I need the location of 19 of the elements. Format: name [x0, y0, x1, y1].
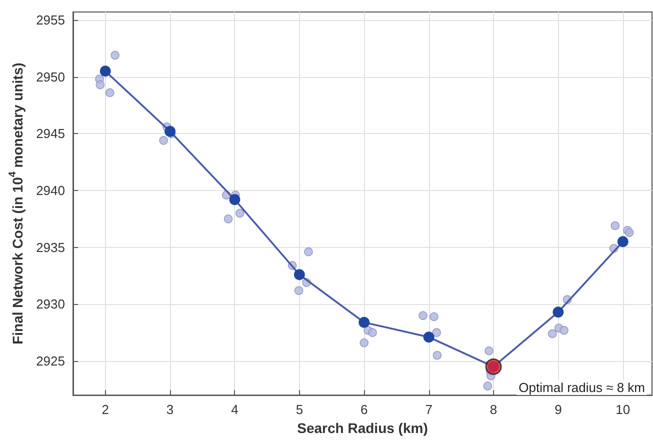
x-tick-label: 5 [296, 402, 304, 418]
y-tick-label: 2955 [36, 12, 65, 28]
x-tick-label: 2 [102, 402, 109, 418]
x-tick-label: 4 [231, 402, 238, 418]
annotation: Optimal radius ≈ 8 km [518, 380, 646, 395]
x-tick-label: 9 [554, 402, 562, 418]
y-tick-label: 2925 [36, 353, 65, 368]
x-tick-label: 7 [425, 402, 432, 418]
y-tick-label: 2940 [36, 182, 65, 198]
y-tick-label: 2935 [36, 240, 65, 255]
x-tick-label: 8 [490, 402, 498, 418]
x-tick-label: 10 [616, 402, 630, 418]
y-tick-label: 2945 [36, 126, 65, 142]
y-tick-label: 2930 [36, 296, 65, 312]
x-tick-label: 3 [166, 402, 174, 418]
x-tick-label: 6 [360, 402, 368, 418]
y-tick-label: 2950 [36, 69, 65, 84]
y-axis-title: Final Network Cost (in 104 monetary units) [8, 62, 26, 344]
x-axis-title: Search Radius (km) [297, 420, 428, 436]
